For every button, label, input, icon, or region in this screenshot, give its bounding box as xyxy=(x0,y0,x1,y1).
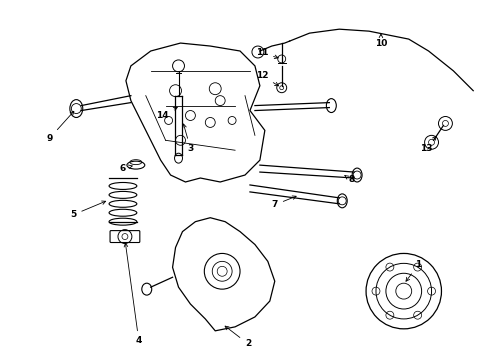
Text: 7: 7 xyxy=(271,196,296,209)
Text: 3: 3 xyxy=(183,124,194,153)
Text: 12: 12 xyxy=(256,71,278,86)
Text: 8: 8 xyxy=(345,175,354,184)
Text: 5: 5 xyxy=(70,201,106,219)
Text: 14: 14 xyxy=(156,107,177,120)
Text: 4: 4 xyxy=(124,243,142,345)
Text: 6: 6 xyxy=(120,163,132,172)
Text: 1: 1 xyxy=(406,260,422,281)
Text: 11: 11 xyxy=(256,49,278,59)
Text: 10: 10 xyxy=(375,34,387,48)
Text: 9: 9 xyxy=(47,111,74,143)
Text: 13: 13 xyxy=(420,136,436,153)
Text: 2: 2 xyxy=(225,326,251,348)
